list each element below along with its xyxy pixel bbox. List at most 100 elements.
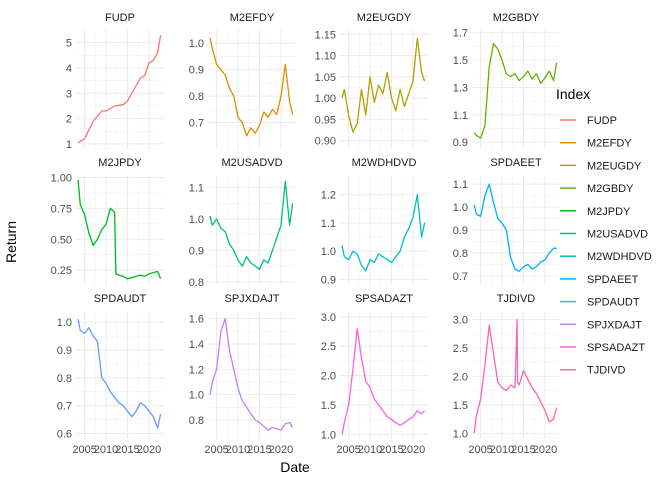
legend-label: FUDP (587, 115, 617, 127)
series-line-fudp (77, 34, 162, 144)
series-line-spdaeet (473, 183, 557, 272)
x-tick-label: 2015 (247, 444, 271, 456)
legend-item: M2EFDY (560, 138, 632, 150)
y-tick-label: 0.8 (189, 415, 204, 427)
series-line-spdaudt (77, 319, 162, 429)
x-tick-label: 2010 (94, 444, 118, 456)
x-tick-label: 2015 (379, 444, 403, 456)
y-tick-label: 1.0 (321, 246, 336, 258)
legend-label: M2EUGDY (587, 160, 642, 172)
panel-background (208, 30, 296, 149)
x-tick-label: 2020 (137, 444, 161, 456)
y-tick-label: 1.05 (315, 72, 336, 84)
y-tick-label: 1.5 (321, 400, 336, 412)
legend-label: SPDAUDT (587, 297, 640, 309)
y-tick-label: 1.0 (321, 429, 336, 441)
y-tick-label: 1.0 (189, 390, 204, 402)
panel-spdaeet: 0.7 0.8 0.9 1.0 1.1 SPDAEET (453, 157, 560, 285)
x-tick-label: 2020 (533, 444, 557, 456)
y-tick-label: 1.1 (453, 110, 468, 122)
y-tick-label: 1.6 (189, 314, 204, 326)
legend-item: M2JPDY (560, 206, 631, 218)
y-tick-label: 2.5 (321, 341, 336, 353)
y-tick-label: 1.5 (453, 55, 468, 67)
y-tick-label: 1.0 (453, 202, 468, 214)
legend-label: M2WDHDVD (587, 251, 652, 263)
legend-label: TJDIVD (587, 365, 626, 377)
y-tick-label: 0.6 (57, 428, 72, 440)
legend-label: M2USADVD (587, 229, 648, 241)
y-tick-label: 4 (66, 63, 72, 75)
y-tick-label: 1.7 (453, 28, 468, 40)
legend-item: SPDAEET (560, 274, 639, 286)
panel-title: SPDAUDT (94, 293, 147, 305)
legend-item: M2WDHDVD (560, 251, 652, 263)
legend-label: SPSADAZT (587, 342, 645, 354)
legend-item: M2USADVD (560, 229, 648, 241)
panel-title: M2EFDY (230, 12, 275, 24)
panel-title: M2GBDY (493, 12, 540, 24)
legend-item: M2GBDY (560, 183, 634, 195)
panel-title: M2USADVD (221, 157, 282, 169)
y-tick-label: 1.10 (315, 51, 336, 63)
y-tick-label: 0.9 (189, 65, 204, 77)
y-tick-label: 1.15 (315, 29, 336, 41)
legend: Index FUDP M2EFDY M2EUGDY M2GBDY M2JPDY M2USA… (556, 86, 652, 377)
y-tick-label: 0.8 (189, 277, 204, 289)
series-line-m2jpdy (77, 179, 162, 280)
x-tick-label: 2020 (269, 444, 293, 456)
x-tick-label: 2010 (358, 444, 382, 456)
y-tick-label: 1.1 (453, 179, 468, 191)
panel-background (472, 30, 560, 149)
panel-background (208, 175, 296, 285)
y-tick-label: 1.0 (453, 428, 468, 440)
x-axis-label: Date (280, 459, 310, 475)
y-tick-label: 0.7 (57, 401, 72, 413)
x-tick-label: 2020 (401, 444, 425, 456)
series-line-spsadazt (341, 327, 426, 435)
y-tick-label: 2.0 (321, 371, 336, 383)
x-tick-label: 2005 (72, 444, 96, 456)
x-tick-label: 2015 (115, 444, 139, 456)
panel-title: FUDP (105, 12, 135, 24)
legend-item: FUDP (560, 115, 617, 127)
panel-title: M2JPDY (98, 157, 142, 169)
y-tick-label: 1.00 (315, 93, 336, 105)
y-tick-label: 2 (66, 114, 72, 126)
y-tick-label: 1.0 (189, 38, 204, 50)
x-tick-label: 2005 (336, 444, 360, 456)
y-tick-label: 0.7 (453, 271, 468, 283)
legend-label: SPJXDAJT (587, 319, 642, 331)
y-tick-label: 1.3 (453, 82, 468, 94)
panel-title: M2WDHDVD (352, 157, 417, 169)
panel-title: SPSADAZT (355, 293, 413, 305)
panel-m2usadvd: 0.8 0.9 1.0 1.1 M2USADVD (189, 157, 296, 289)
legend-title: Index (556, 86, 590, 102)
panel-fudp: 1 2 3 4 5 FUDP (66, 12, 164, 151)
panel-background (340, 175, 428, 285)
panel-title: SPDAEET (490, 157, 542, 169)
legend-item: TJDIVD (560, 365, 626, 377)
y-tick-label: 1 (66, 139, 72, 151)
y-tick-label: 0.9 (453, 225, 468, 237)
panel-background (76, 175, 164, 285)
series-line-m2efdy (209, 37, 294, 137)
legend-label: SPDAEET (587, 274, 639, 286)
panel-title: SPJXDAJT (224, 293, 279, 305)
series-line-tjdivd (473, 318, 558, 434)
y-tick-label: 0.8 (57, 373, 72, 385)
y-tick-label: 0.75 (51, 203, 72, 215)
panel-m2jpdy: 0.25 0.50 0.75 1.00 M2JPDY (51, 157, 164, 285)
y-tick-label: 1.1 (321, 218, 336, 230)
panel-m2gbdy: 0.9 1.1 1.3 1.5 1.7 M2GBDY (453, 12, 560, 149)
y-tick-label: 5 (66, 38, 72, 50)
y-tick-label: 3.0 (321, 312, 336, 324)
y-tick-label: 0.7 (189, 118, 204, 130)
y-tick-label: 3 (66, 88, 72, 100)
x-tick-label: 2010 (226, 444, 250, 456)
